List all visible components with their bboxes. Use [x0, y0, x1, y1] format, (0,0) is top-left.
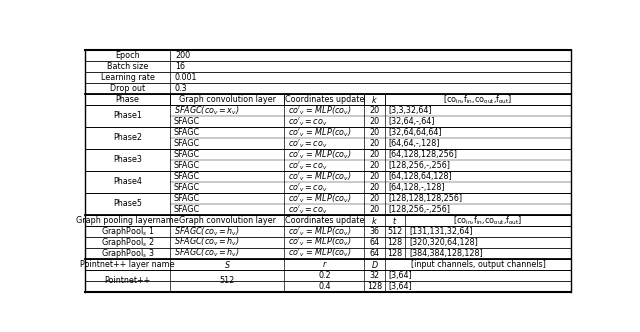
Text: SFAGC: SFAGC [174, 205, 200, 214]
Text: $co'_v$ = MLP($co_v$): $co'_v$ = MLP($co_v$) [288, 247, 351, 260]
Text: [64,128,-,128]: [64,128,-,128] [389, 183, 445, 192]
Text: [32,64,-,64]: [32,64,-,64] [389, 117, 435, 126]
Text: $co'_v = co_v$: $co'_v = co_v$ [288, 181, 328, 194]
Text: [32,64,64,64]: [32,64,64,64] [389, 128, 442, 137]
Text: Graph convolution layer: Graph convolution layer [179, 95, 276, 104]
Text: 0.3: 0.3 [175, 84, 188, 93]
Text: 512: 512 [220, 276, 235, 285]
Text: Epoch: Epoch [115, 51, 140, 60]
Text: [64,64,-,128]: [64,64,-,128] [389, 139, 440, 148]
Text: 36: 36 [370, 227, 380, 236]
Text: Phase5: Phase5 [113, 199, 142, 208]
Text: $co'_v$ = MLP($co_v$): $co'_v$ = MLP($co_v$) [288, 170, 351, 183]
Text: SFAGC($co_v = h_v$): SFAGC($co_v = h_v$) [174, 225, 239, 237]
Text: Phase: Phase [116, 95, 140, 104]
Text: $co'_v$ = MLP($co_v$): $co'_v$ = MLP($co_v$) [288, 126, 351, 139]
Text: 0.2: 0.2 [318, 271, 331, 280]
Text: 20: 20 [370, 106, 380, 115]
Text: Phase3: Phase3 [113, 155, 142, 164]
Text: [128,128,128,256]: [128,128,128,256] [389, 194, 463, 203]
Text: $co'_v = co_v$: $co'_v = co_v$ [288, 137, 328, 150]
Text: $k$: $k$ [371, 215, 378, 226]
Text: SFAGC: SFAGC [174, 172, 200, 181]
Text: 64: 64 [370, 249, 380, 258]
Text: Phase4: Phase4 [113, 177, 142, 186]
Text: Phase1: Phase1 [113, 112, 142, 121]
Text: $co'_v$ = MLP($co_v$): $co'_v$ = MLP($co_v$) [288, 104, 351, 117]
Text: $co'_v = co_v$: $co'_v = co_v$ [288, 115, 328, 128]
Text: Pointnet++: Pointnet++ [104, 276, 150, 285]
Text: [128,256,-,256]: [128,256,-,256] [389, 161, 451, 170]
Text: $co'_v$ = MLP($co_v$): $co'_v$ = MLP($co_v$) [288, 225, 351, 237]
Text: $S$: $S$ [224, 259, 230, 270]
Text: Pointnet++ layer name: Pointnet++ layer name [80, 260, 175, 269]
Text: Phase2: Phase2 [113, 133, 142, 142]
Text: Graph pooling layername: Graph pooling layername [76, 216, 179, 225]
Text: GraphPool$_s$ 1: GraphPool$_s$ 1 [100, 225, 154, 238]
Text: $D$: $D$ [371, 259, 378, 270]
Text: [input channels, output channels]: [input channels, output channels] [410, 260, 545, 269]
Text: 20: 20 [370, 161, 380, 170]
Text: [131,131,32,64]: [131,131,32,64] [409, 227, 473, 236]
Text: 64: 64 [370, 238, 380, 247]
Text: SFAGC($co_v = h_v$): SFAGC($co_v = h_v$) [174, 236, 239, 248]
Text: SFAGC: SFAGC [174, 139, 200, 148]
Text: GraphPool$_s$ 3: GraphPool$_s$ 3 [100, 247, 154, 260]
Text: $k$: $k$ [371, 94, 378, 105]
Text: $co'_v = co_v$: $co'_v = co_v$ [288, 203, 328, 215]
Text: 20: 20 [370, 172, 380, 181]
Text: SFAGC: SFAGC [174, 117, 200, 126]
Text: 20: 20 [370, 117, 380, 126]
Text: SFAGC: SFAGC [174, 183, 200, 192]
Text: $r$: $r$ [321, 259, 327, 269]
Text: SFAGC: SFAGC [174, 128, 200, 137]
Text: [3,64]: [3,64] [389, 282, 413, 290]
Text: 16: 16 [175, 62, 185, 71]
Text: [128,256,-,256]: [128,256,-,256] [389, 205, 451, 214]
Text: 128: 128 [387, 249, 403, 258]
Text: Coordinates update: Coordinates update [285, 216, 364, 225]
Text: 0.001: 0.001 [175, 73, 198, 82]
Text: Learning rate: Learning rate [100, 73, 154, 82]
Text: 0.4: 0.4 [318, 282, 331, 290]
Text: 128: 128 [367, 282, 382, 290]
Text: 20: 20 [370, 128, 380, 137]
Text: 20: 20 [370, 150, 380, 159]
Text: 32: 32 [370, 271, 380, 280]
Text: 128: 128 [387, 238, 403, 247]
Text: 20: 20 [370, 194, 380, 203]
Text: $co'_v$ = MLP($co_v$): $co'_v$ = MLP($co_v$) [288, 236, 351, 248]
Text: [co$_{\rm in}$,f$_{\rm in}$,co$_{\rm out}$,f$_{\rm out}$]: [co$_{\rm in}$,f$_{\rm in}$,co$_{\rm out… [444, 93, 513, 106]
Text: SFAGC: SFAGC [174, 161, 200, 170]
Text: Graph convolution layer: Graph convolution layer [179, 216, 276, 225]
Text: Coordinates update: Coordinates update [285, 95, 364, 104]
Text: [3,3,32,64]: [3,3,32,64] [389, 106, 433, 115]
Text: [320,320,64,128]: [320,320,64,128] [409, 238, 478, 247]
Text: 512: 512 [387, 227, 403, 236]
Text: Drop out: Drop out [110, 84, 145, 93]
Text: $t$: $t$ [392, 215, 398, 226]
Text: $co'_v$ = MLP($co_v$): $co'_v$ = MLP($co_v$) [288, 148, 351, 161]
Text: [3,64]: [3,64] [389, 271, 413, 280]
Text: SFAGC($co_v = x_v$): SFAGC($co_v = x_v$) [174, 104, 239, 117]
Text: 20: 20 [370, 183, 380, 192]
Text: GraphPool$_s$ 2: GraphPool$_s$ 2 [100, 236, 154, 249]
Text: [co$_{\rm in}$,f$_{\rm in}$,co$_{\rm out}$,f$_{\rm out}$]: [co$_{\rm in}$,f$_{\rm in}$,co$_{\rm out… [454, 214, 523, 226]
Text: 200: 200 [175, 51, 190, 60]
Text: [384,384,128,128]: [384,384,128,128] [409, 249, 483, 258]
Text: [64,128,128,256]: [64,128,128,256] [389, 150, 458, 159]
Text: SFAGC($co_v = h_v$): SFAGC($co_v = h_v$) [174, 247, 239, 260]
Text: $co'_v = co_v$: $co'_v = co_v$ [288, 159, 328, 172]
Text: $co'_v$ = MLP($co_v$): $co'_v$ = MLP($co_v$) [288, 192, 351, 205]
Text: SFAGC: SFAGC [174, 194, 200, 203]
Text: Batch size: Batch size [107, 62, 148, 71]
Text: SFAGC: SFAGC [174, 150, 200, 159]
Text: 20: 20 [370, 139, 380, 148]
Text: 20: 20 [370, 205, 380, 214]
Text: [64,128,64,128]: [64,128,64,128] [389, 172, 452, 181]
